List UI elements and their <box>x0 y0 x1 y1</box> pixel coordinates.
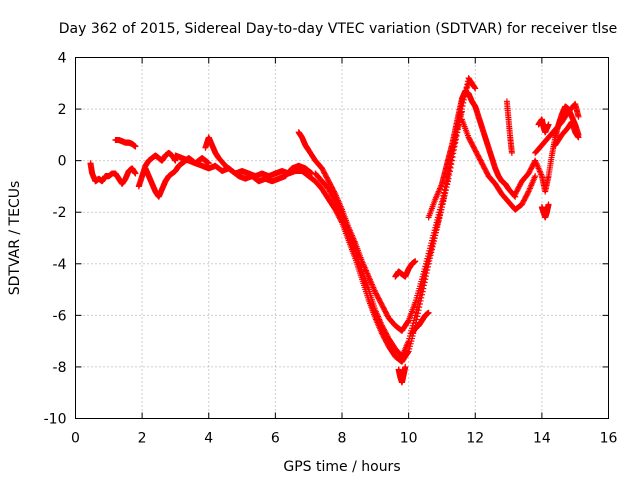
data-point <box>545 121 552 128</box>
y-tick-label: -4 <box>53 257 67 273</box>
series-track-q <box>532 100 582 156</box>
y-tick-label: -6 <box>53 308 67 324</box>
y-tick-label: 2 <box>58 102 67 118</box>
series-track-c <box>135 149 179 190</box>
y-tick-label: 4 <box>58 51 67 67</box>
data-point <box>419 281 426 288</box>
data-point <box>440 198 447 205</box>
data-point <box>439 201 446 208</box>
data-point <box>412 309 419 316</box>
data-point <box>424 258 431 265</box>
series-track-j <box>392 258 419 280</box>
data-point <box>445 175 452 182</box>
x-tick-label: 14 <box>533 431 551 447</box>
data-point <box>575 113 582 120</box>
data-point <box>575 134 582 141</box>
data-point <box>443 184 450 191</box>
y-tick-label: -10 <box>44 412 67 428</box>
x-tick-label: 6 <box>271 431 280 447</box>
data-point <box>404 318 411 325</box>
data-point <box>414 303 421 310</box>
x-tick-label: 0 <box>71 431 80 447</box>
data-point <box>472 85 479 92</box>
data-point <box>471 84 478 91</box>
plot-frame <box>75 57 609 419</box>
data-point <box>422 269 429 276</box>
data-point <box>441 192 448 199</box>
x-tick-label: 10 <box>400 431 418 447</box>
data-point <box>508 149 515 156</box>
x-tick-label: 12 <box>466 431 484 447</box>
data-point <box>420 278 427 285</box>
data-point <box>442 187 449 194</box>
data-points <box>87 75 582 386</box>
x-axis-label: GPS time / hours <box>283 459 400 475</box>
grid-lines <box>75 57 609 419</box>
data-point <box>421 272 428 279</box>
series-track-m <box>425 88 519 221</box>
data-point <box>172 157 179 164</box>
y-tick-label: -2 <box>53 205 67 221</box>
series-track-l <box>395 363 409 386</box>
data-point <box>424 261 431 268</box>
data-point <box>413 306 420 313</box>
data-point <box>338 210 345 217</box>
data-point <box>440 195 447 202</box>
chart-title: Day 362 of 2015, Sidereal Day-to-day VTE… <box>59 21 618 37</box>
data-point <box>444 178 451 185</box>
data-point <box>532 173 539 180</box>
series-track-r <box>535 116 552 136</box>
series-track-a <box>87 160 139 187</box>
data-point <box>414 301 421 308</box>
series-track-d <box>142 155 212 200</box>
data-point <box>444 181 451 188</box>
data-point <box>545 201 552 208</box>
series-track-k <box>408 309 432 337</box>
data-point <box>412 312 419 319</box>
data-point <box>425 309 432 316</box>
data-point <box>416 292 423 299</box>
axis-ticks: 0 2 4 6 8 10 12 14 16 -10 -8 -6 -4 -2 0 2 4 <box>44 51 618 447</box>
data-point <box>418 283 425 290</box>
y-tick-label: -8 <box>53 360 67 376</box>
series-track-b <box>112 137 139 150</box>
data-point <box>412 258 419 265</box>
data-point <box>423 264 430 271</box>
x-tick-label: 4 <box>204 431 213 447</box>
series-track-f <box>202 134 316 185</box>
data-point <box>422 266 429 273</box>
data-point <box>417 289 424 296</box>
x-tick-label: 8 <box>338 431 347 447</box>
data-point <box>402 363 409 370</box>
data-point <box>415 298 422 305</box>
y-tick-label: 0 <box>58 154 67 170</box>
data-point <box>442 189 449 196</box>
data-point <box>464 81 471 88</box>
data-point <box>205 160 212 167</box>
series-track-s <box>538 201 552 221</box>
series-track-n <box>458 116 539 213</box>
x-tick-label: 2 <box>138 431 147 447</box>
data-point <box>524 189 531 196</box>
series-track-t <box>552 118 582 149</box>
data-point <box>420 275 427 282</box>
series-track-h <box>299 80 472 365</box>
data-point <box>416 295 423 302</box>
data-point <box>418 286 425 293</box>
data-point <box>132 170 139 177</box>
data-point <box>132 143 139 150</box>
x-tick-label: 16 <box>600 431 618 447</box>
y-axis-label: SDTVAR / TECUs <box>7 181 23 296</box>
series-track-p <box>512 103 582 198</box>
data-point <box>438 204 445 211</box>
series-track-o <box>503 98 515 156</box>
